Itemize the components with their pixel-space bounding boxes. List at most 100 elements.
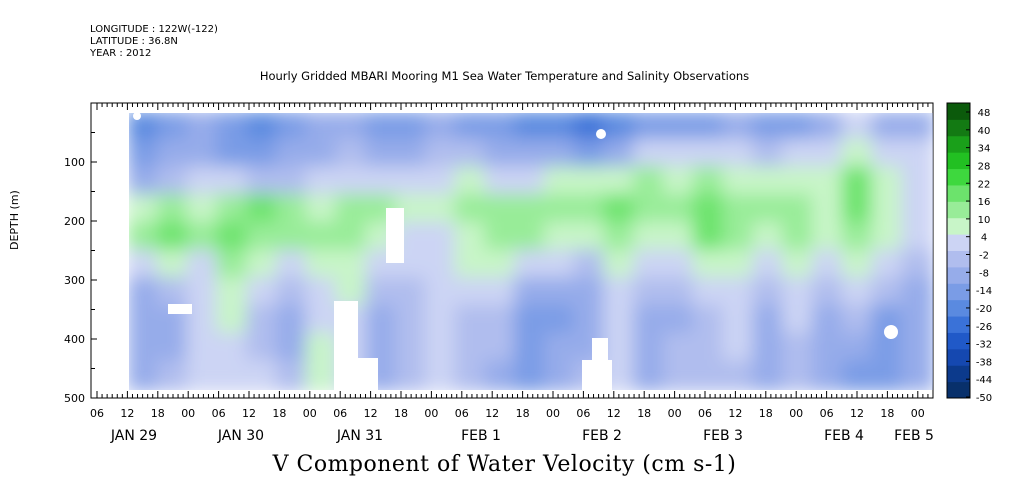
heatmap-cell xyxy=(871,360,906,390)
heatmap-cell xyxy=(395,166,429,199)
heatmap-cell xyxy=(156,113,191,143)
x-date-label: FEB 2 xyxy=(582,428,622,444)
colorbar-label: 28 xyxy=(978,161,991,172)
x-date-label: FEB 3 xyxy=(703,428,743,444)
x-tick-label: 18 xyxy=(516,407,530,420)
heatmap-cell xyxy=(841,166,876,199)
chart-title: Hourly Gridded MBARI Mooring M1 Sea Wate… xyxy=(259,69,750,83)
heatmap-cell xyxy=(246,277,280,309)
heatmap-cell xyxy=(811,304,846,337)
x-tick-label: 06 xyxy=(455,407,469,420)
heatmap-cell xyxy=(692,304,727,337)
heatmap-cell xyxy=(129,332,161,365)
heatmap-cell xyxy=(543,138,578,171)
heatmap-cell xyxy=(156,249,191,282)
heatmap-cell xyxy=(543,277,578,309)
heatmap-cell xyxy=(514,249,548,282)
colorbar-label: -32 xyxy=(976,340,992,351)
heatmap-cell xyxy=(633,277,667,309)
colorbar-label: -26 xyxy=(976,322,992,333)
heatmap-cell xyxy=(692,113,727,143)
heatmap-cell xyxy=(543,249,578,282)
heatmap-cell xyxy=(663,304,697,337)
colorbar-label: 48 xyxy=(978,108,991,119)
heatmap-cell xyxy=(573,249,608,282)
heatmap-cell xyxy=(395,113,429,143)
heatmap-cell xyxy=(722,332,757,365)
heatmap-cell xyxy=(841,304,876,337)
heatmap-cell xyxy=(246,249,280,282)
heatmap-cell xyxy=(633,360,667,390)
heatmap-cell xyxy=(514,304,548,337)
heatmap-cell xyxy=(484,332,519,365)
heatmap-cell xyxy=(454,332,489,365)
heatmap-cell xyxy=(663,332,697,365)
heatmap-cell xyxy=(129,249,161,282)
heatmap-cell xyxy=(246,166,280,199)
heatmap-cell xyxy=(305,360,340,390)
x-tick-label: 06 xyxy=(90,407,104,420)
heatmap-cell xyxy=(811,277,846,309)
colorbar-swatch xyxy=(947,316,970,333)
heatmap-cell xyxy=(275,249,310,282)
heatmap-cell xyxy=(573,221,608,254)
heatmap-cell xyxy=(424,221,459,254)
colorbar-label: 34 xyxy=(978,144,991,155)
heatmap-cell xyxy=(663,249,697,282)
heatmap-cell xyxy=(692,360,727,390)
heatmap-cell xyxy=(514,221,548,254)
heatmap-cell xyxy=(129,304,161,337)
colorbar-label: -14 xyxy=(976,286,992,297)
colorbar-swatch xyxy=(947,266,970,284)
heatmap-cell xyxy=(216,138,251,171)
heatmap-cell xyxy=(841,194,876,226)
heatmap-cell xyxy=(603,277,638,309)
heatmap-cell xyxy=(752,113,787,143)
heatmap-layer xyxy=(129,113,933,390)
heatmap-cell xyxy=(633,221,667,254)
heatmap-cell xyxy=(901,304,933,337)
heatmap-cell xyxy=(216,277,251,309)
heatmap-cell xyxy=(186,221,221,254)
x-tick-label: 18 xyxy=(637,407,651,420)
heatmap-cell xyxy=(782,249,816,282)
missing-data-block xyxy=(356,358,378,390)
colorbar-swatch xyxy=(947,201,970,219)
heatmap-cell xyxy=(365,304,399,337)
heatmap-cell xyxy=(633,113,667,143)
colorbar: 48 40 34 28 22 16 10 4 -2 -8 -14 -20 -26 -32 -38 -44 -50 xyxy=(946,102,992,404)
heatmap-cell xyxy=(216,166,251,199)
heatmap-cell xyxy=(484,194,519,226)
heatmap-cell xyxy=(841,360,876,390)
heatmap-cell xyxy=(543,360,578,390)
x-tick-label: 06 xyxy=(212,407,226,420)
x-tick-label: 00 xyxy=(668,407,682,420)
heatmap-cell xyxy=(811,113,846,143)
heatmap-cell xyxy=(305,332,340,365)
colorbar-label: -38 xyxy=(976,357,992,368)
colorbar-label: -8 xyxy=(979,268,989,279)
heatmap-cell xyxy=(186,166,221,199)
heatmap-cell xyxy=(156,194,191,226)
x-tick-label: 18 xyxy=(394,407,408,420)
heatmap-cell xyxy=(871,166,906,199)
colorbar-swatch xyxy=(947,184,970,202)
heatmap-cell xyxy=(692,166,727,199)
heatmap-cell xyxy=(633,249,667,282)
heatmap-cell xyxy=(811,194,846,226)
x-date-label: JAN 31 xyxy=(336,428,383,444)
heatmap-cell xyxy=(275,221,310,254)
heatmap-cell xyxy=(543,194,578,226)
x-axis-title: V Component of Water Velocity (cm s-1) xyxy=(272,452,737,477)
heatmap-cell xyxy=(811,249,846,282)
x-tick-label: 00 xyxy=(181,407,195,420)
heatmap-cell xyxy=(335,194,370,226)
heatmap-cell xyxy=(216,194,251,226)
heatmap-cell xyxy=(365,277,399,309)
heatmap-cell xyxy=(663,166,697,199)
x-tick-label: 12 xyxy=(120,407,134,420)
missing-data-block xyxy=(334,301,358,390)
y-tick-label: 300 xyxy=(64,274,85,287)
longitude-label: LONGITUDE : 122W(-122) xyxy=(90,24,218,35)
